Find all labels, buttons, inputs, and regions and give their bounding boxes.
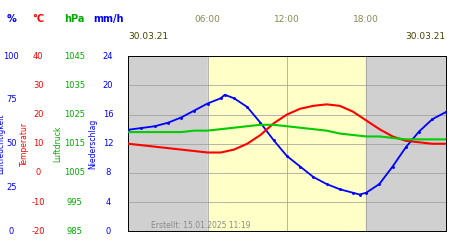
Text: 75: 75 <box>6 96 17 104</box>
Text: 1045: 1045 <box>64 52 85 61</box>
Text: 24: 24 <box>103 52 113 61</box>
Text: 1035: 1035 <box>64 81 85 90</box>
Text: 20: 20 <box>33 110 44 119</box>
Text: hPa: hPa <box>64 14 85 24</box>
Text: -20: -20 <box>32 227 45 236</box>
Bar <box>207 56 366 231</box>
Text: 100: 100 <box>4 52 19 61</box>
Text: Temperatur: Temperatur <box>20 122 29 166</box>
Text: 1005: 1005 <box>64 168 85 177</box>
Text: 0: 0 <box>9 227 14 236</box>
Bar <box>128 56 207 231</box>
Text: 1015: 1015 <box>64 139 85 148</box>
Text: 12:00: 12:00 <box>274 15 300 24</box>
Text: 18:00: 18:00 <box>353 15 379 24</box>
Text: °C: °C <box>32 14 44 24</box>
Text: 25: 25 <box>6 183 17 192</box>
Text: 50: 50 <box>6 139 17 148</box>
Text: %: % <box>6 14 16 24</box>
Text: 30: 30 <box>33 81 44 90</box>
Text: Luftfeuchtigkeit: Luftfeuchtigkeit <box>0 114 5 174</box>
Text: -10: -10 <box>32 198 45 206</box>
Text: Niederschlag: Niederschlag <box>88 119 97 169</box>
Text: 0: 0 <box>36 168 41 177</box>
Text: 4: 4 <box>105 198 111 206</box>
Text: Luftdruck: Luftdruck <box>53 126 62 162</box>
Text: 30.03.21: 30.03.21 <box>405 32 446 41</box>
Text: 8: 8 <box>105 168 111 177</box>
Text: 30.03.21: 30.03.21 <box>128 32 168 41</box>
Text: 985: 985 <box>66 227 82 236</box>
Text: 10: 10 <box>33 139 44 148</box>
Text: 1025: 1025 <box>64 110 85 119</box>
Text: 16: 16 <box>103 110 113 119</box>
Text: 40: 40 <box>33 52 44 61</box>
Text: 995: 995 <box>67 198 82 206</box>
Text: 06:00: 06:00 <box>194 15 220 24</box>
Text: 12: 12 <box>103 139 113 148</box>
Text: mm/h: mm/h <box>93 14 123 24</box>
Text: 20: 20 <box>103 81 113 90</box>
Text: Erstellt: 15.01.2025 11:19: Erstellt: 15.01.2025 11:19 <box>151 221 251 230</box>
Text: 0: 0 <box>105 227 111 236</box>
Bar <box>366 56 446 231</box>
